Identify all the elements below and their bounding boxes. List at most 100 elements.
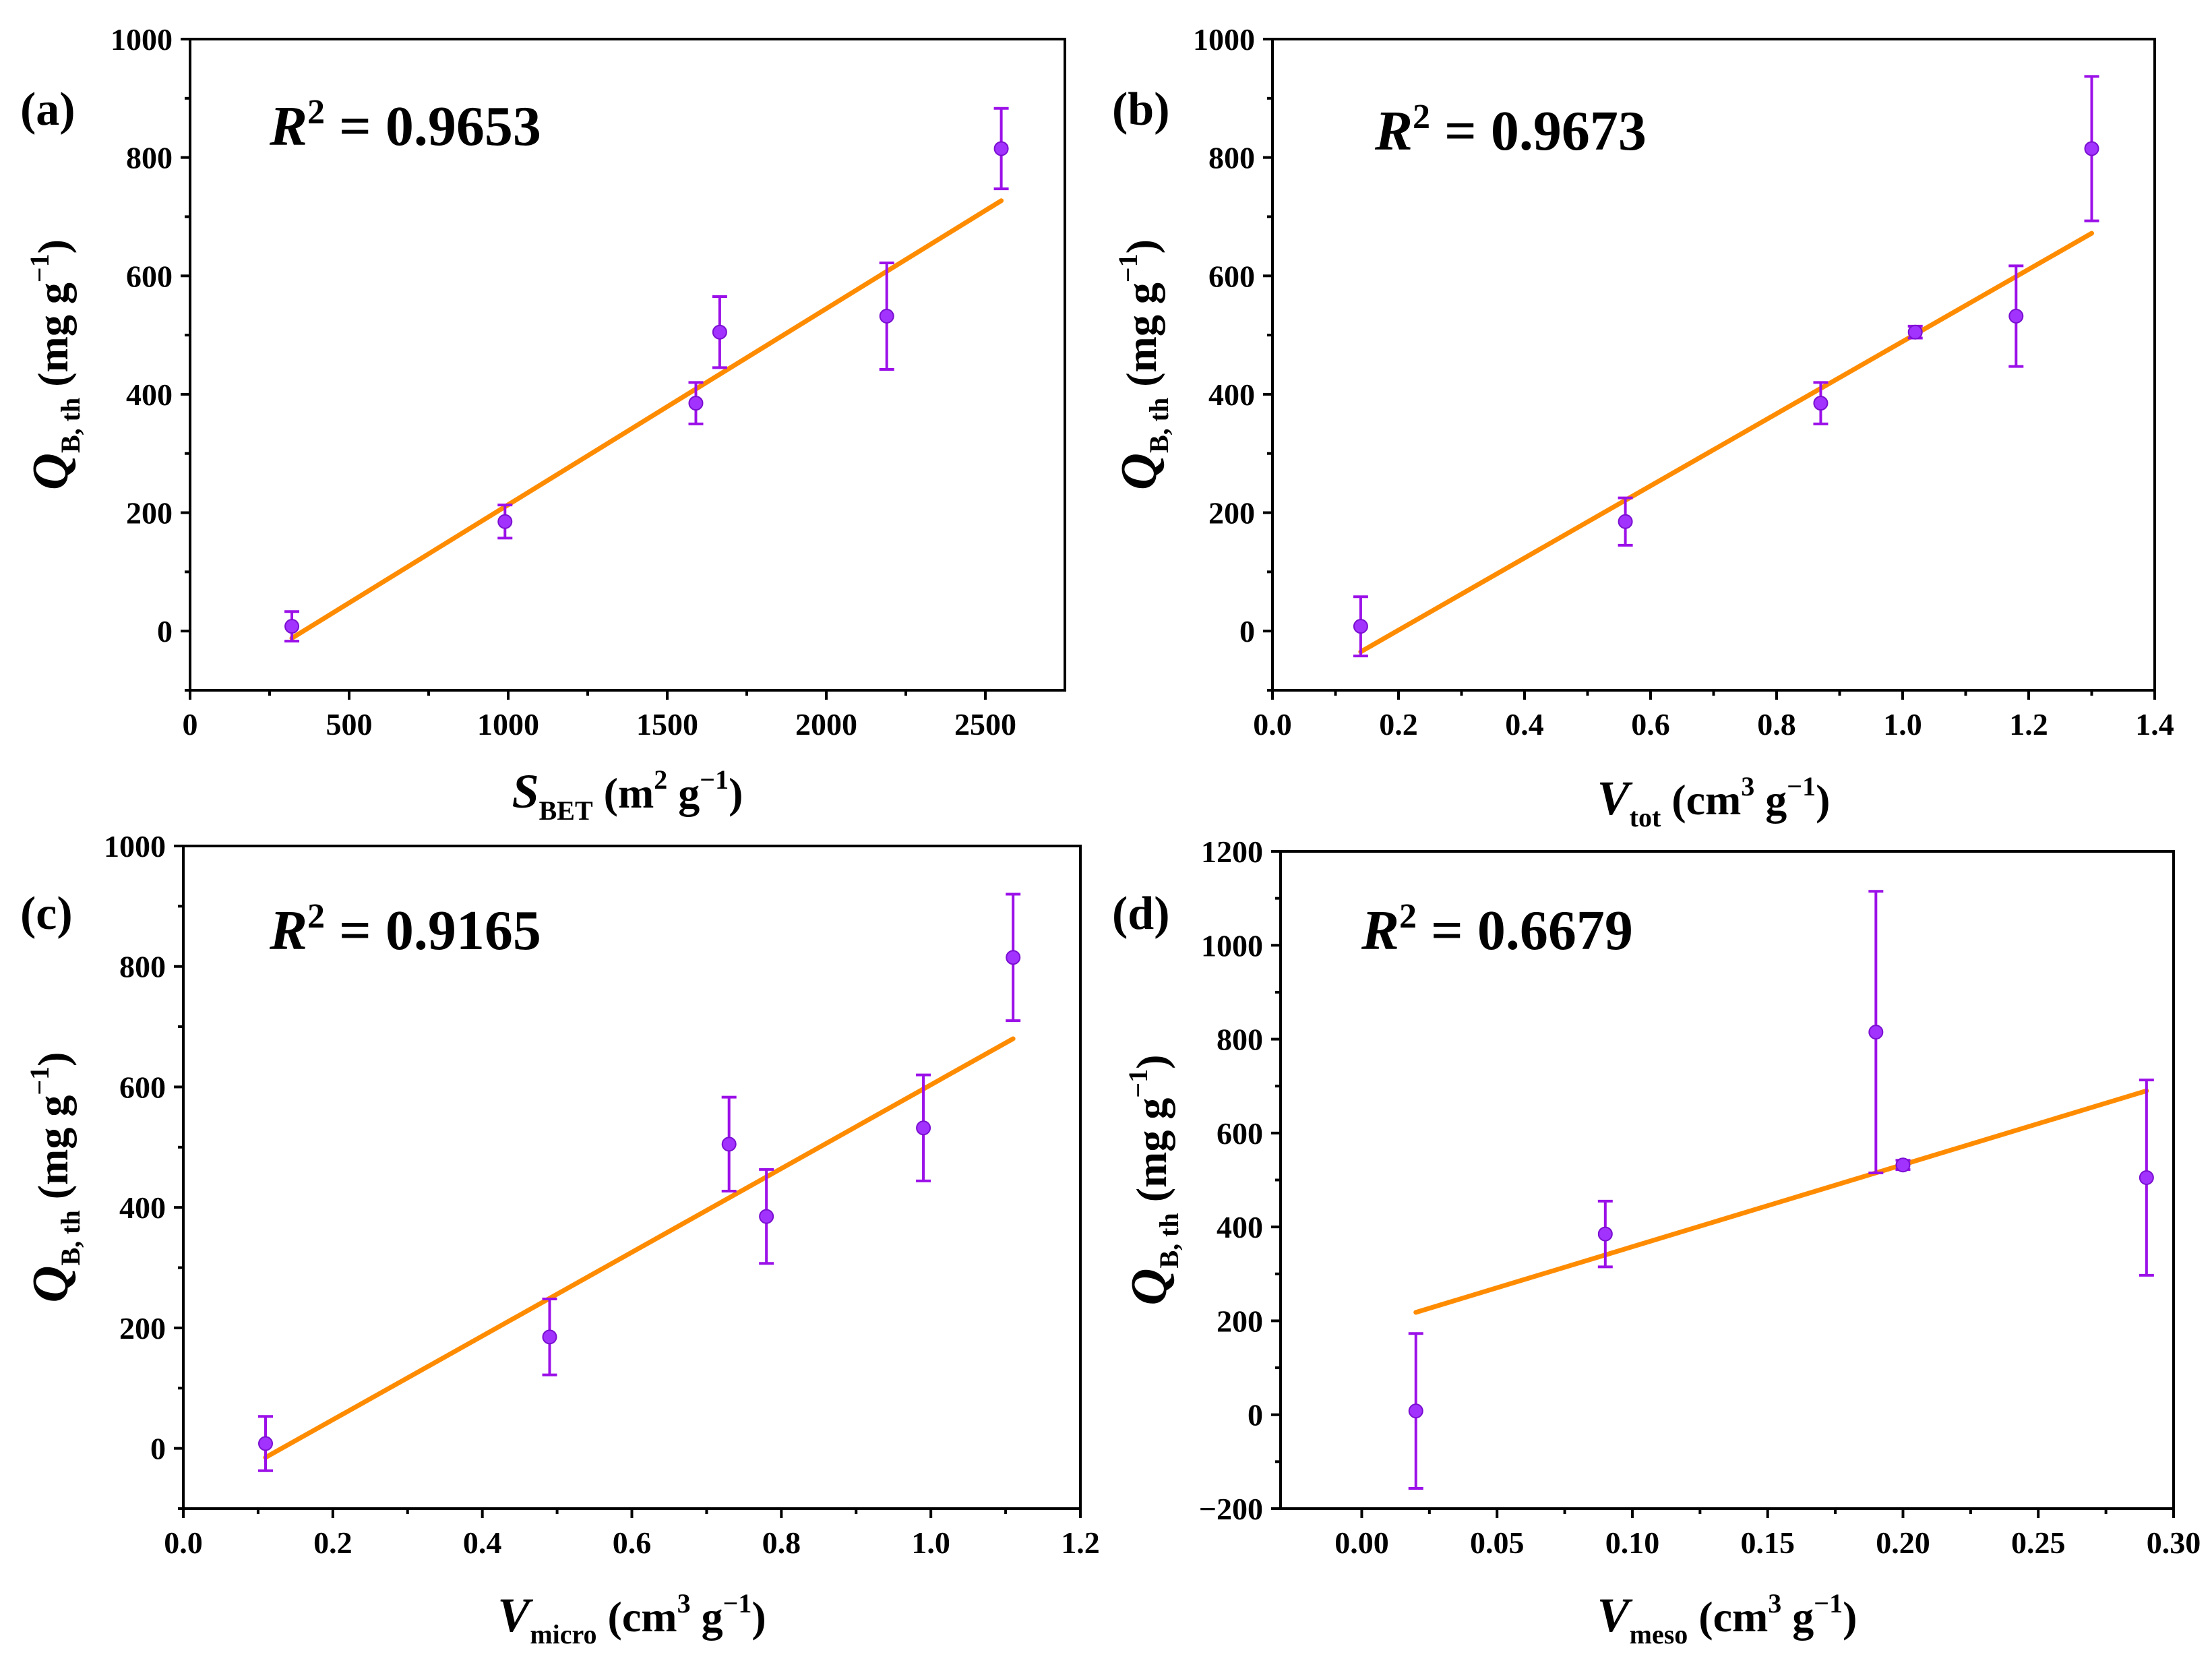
r2-value: = 0.9653 bbox=[325, 95, 541, 158]
x-axis-unit: ) bbox=[729, 769, 743, 817]
x-tick-label: 0 bbox=[183, 707, 198, 741]
data-point bbox=[542, 1329, 557, 1345]
y-tick-label: 1000 bbox=[1201, 928, 1263, 963]
r2-superscript: 2 bbox=[307, 93, 325, 131]
r2-superscript: 2 bbox=[1413, 98, 1430, 136]
y-tick-label: 800 bbox=[119, 950, 166, 984]
x-axis-variable: V bbox=[1597, 771, 1633, 825]
x-axis-unit-superscript: −1 bbox=[1787, 771, 1816, 801]
y-tick-label: 200 bbox=[1208, 496, 1255, 531]
y-tick-label: 800 bbox=[126, 141, 173, 175]
y-tick-label: 800 bbox=[1208, 141, 1255, 175]
y-axis-unit: (mg g bbox=[29, 282, 77, 398]
data-point bbox=[1868, 1025, 1884, 1040]
chart-panel-a: 0 500 1000 1500 2000 2500 0 200 400 600 800 1000 (a)… bbox=[20, 22, 1066, 826]
r2-symbol: R bbox=[1374, 100, 1413, 162]
x-tick-label: 1.0 bbox=[911, 1525, 950, 1560]
x-tick-label: 0.00 bbox=[1334, 1525, 1389, 1560]
x-tick-label: 0.8 bbox=[1757, 707, 1796, 741]
y-tick-label: 800 bbox=[1217, 1023, 1263, 1057]
x-axis-label: SBET (m2 g−1) bbox=[512, 764, 743, 826]
y-axis-subscript: B, th bbox=[1154, 1213, 1184, 1268]
data-point bbox=[2084, 141, 2099, 156]
x-axis-unit-superscript: −1 bbox=[1814, 1588, 1843, 1618]
y-tick-label: 200 bbox=[1217, 1304, 1263, 1338]
x-axis-unit-superscript: −1 bbox=[700, 764, 729, 795]
data-point bbox=[759, 1209, 774, 1224]
data-point bbox=[1408, 1403, 1423, 1419]
panel-label: (c) bbox=[20, 888, 73, 940]
x-axis-unit: g bbox=[1781, 1593, 1814, 1641]
data-point bbox=[712, 324, 727, 340]
panel-label: (a) bbox=[20, 84, 75, 135]
y-tick-label: 1000 bbox=[111, 22, 173, 57]
y-axis-variable: Q bbox=[22, 1266, 79, 1303]
x-axis-unit-superscript: 2 bbox=[654, 764, 667, 795]
fit-line bbox=[1413, 1088, 2149, 1315]
y-tick-label: 600 bbox=[1208, 259, 1255, 293]
data-point bbox=[2139, 1170, 2154, 1186]
x-tick-label: 0.2 bbox=[313, 1525, 352, 1560]
data-point bbox=[1618, 514, 1633, 529]
data-point bbox=[1353, 619, 1368, 634]
y-axis-variable: Q bbox=[1111, 453, 1167, 490]
r-squared-annotation: R2 = 0.9165 bbox=[269, 897, 541, 962]
x-axis-variable: V bbox=[497, 1588, 533, 1642]
x-axis-unit: g bbox=[1754, 776, 1787, 824]
x-axis-unit: (m bbox=[593, 769, 654, 817]
y-axis-subscript: B, th bbox=[55, 1210, 86, 1265]
x-axis-variable: V bbox=[1597, 1588, 1633, 1642]
x-axis-unit: (cm bbox=[1661, 776, 1741, 824]
y-axis-unit: (mg g bbox=[29, 1095, 77, 1211]
x-tick-label: 0.6 bbox=[613, 1525, 652, 1560]
y-tick-label: 0 bbox=[1239, 614, 1255, 648]
chart-panel-b: 0.0 0.2 0.4 0.6 0.8 1.0 1.2 1.4 0 200 400 600 800 100… bbox=[1111, 22, 2174, 832]
y-axis-label: QB, th (mg g−1) bbox=[1121, 1055, 1184, 1306]
y-tick-label: 1000 bbox=[104, 829, 166, 864]
x-tick-label: 0.30 bbox=[2147, 1525, 2201, 1560]
x-tick-label: 1500 bbox=[636, 707, 698, 741]
chart-panel-d: 0.00 0.05 0.10 0.15 0.20 0.25 0.30 −200 0 200 400 6… bbox=[1112, 835, 2201, 1649]
data-point bbox=[721, 1137, 737, 1152]
x-axis-subscript: tot bbox=[1630, 802, 1661, 832]
x-tick-label: 0.15 bbox=[1740, 1525, 1795, 1560]
y-axis-unit: ) bbox=[1117, 239, 1165, 253]
x-tick-label: 0.0 bbox=[1253, 707, 1292, 741]
y-axis-variable: Q bbox=[22, 453, 79, 490]
r-squared-annotation: R2 = 0.9653 bbox=[269, 93, 541, 158]
x-tick-label: 0.25 bbox=[2011, 1525, 2066, 1560]
x-axis-unit-superscript: 3 bbox=[677, 1588, 691, 1618]
x-axis-label: Vmeso (cm3 g−1) bbox=[1597, 1588, 1857, 1649]
x-axis-unit-superscript: 3 bbox=[1741, 771, 1754, 801]
y-tick-label: 0 bbox=[157, 614, 173, 648]
r2-symbol: R bbox=[269, 899, 307, 962]
y-tick-label: −200 bbox=[1199, 1492, 1263, 1526]
y-tick-label: 400 bbox=[1217, 1210, 1263, 1244]
y-axis-label: QB, th (mg g−1) bbox=[22, 239, 86, 490]
r2-symbol: R bbox=[269, 95, 307, 158]
r2-symbol: R bbox=[1361, 899, 1399, 962]
y-axis-unit: ) bbox=[29, 239, 77, 253]
y-tick-label: 600 bbox=[119, 1070, 166, 1104]
y-axis-subscript: B, th bbox=[55, 398, 86, 453]
y-tick-label: 400 bbox=[1208, 377, 1255, 412]
data-point bbox=[1895, 1157, 1911, 1173]
x-axis-subscript: BET bbox=[539, 795, 593, 826]
x-tick-label: 0.05 bbox=[1470, 1525, 1525, 1560]
x-axis-unit: g bbox=[667, 769, 700, 817]
r2-value: = 0.6679 bbox=[1417, 899, 1633, 962]
x-axis-subscript: micro bbox=[530, 1619, 596, 1649]
x-tick-label: 1000 bbox=[477, 707, 539, 741]
fit-line bbox=[263, 1036, 1016, 1460]
y-axis-variable: Q bbox=[1121, 1269, 1177, 1306]
data-point bbox=[1006, 950, 1021, 965]
data-point bbox=[688, 396, 704, 411]
y-tick-label: 400 bbox=[119, 1190, 166, 1225]
y-axis-unit: ) bbox=[1128, 1055, 1175, 1069]
y-tick-label: 600 bbox=[126, 259, 173, 293]
y-axis-label: QB, th (mg g−1) bbox=[1111, 239, 1174, 490]
fit-line bbox=[1358, 231, 2094, 655]
plot-frame bbox=[189, 38, 1066, 692]
x-tick-label: 0.20 bbox=[1876, 1525, 1930, 1560]
